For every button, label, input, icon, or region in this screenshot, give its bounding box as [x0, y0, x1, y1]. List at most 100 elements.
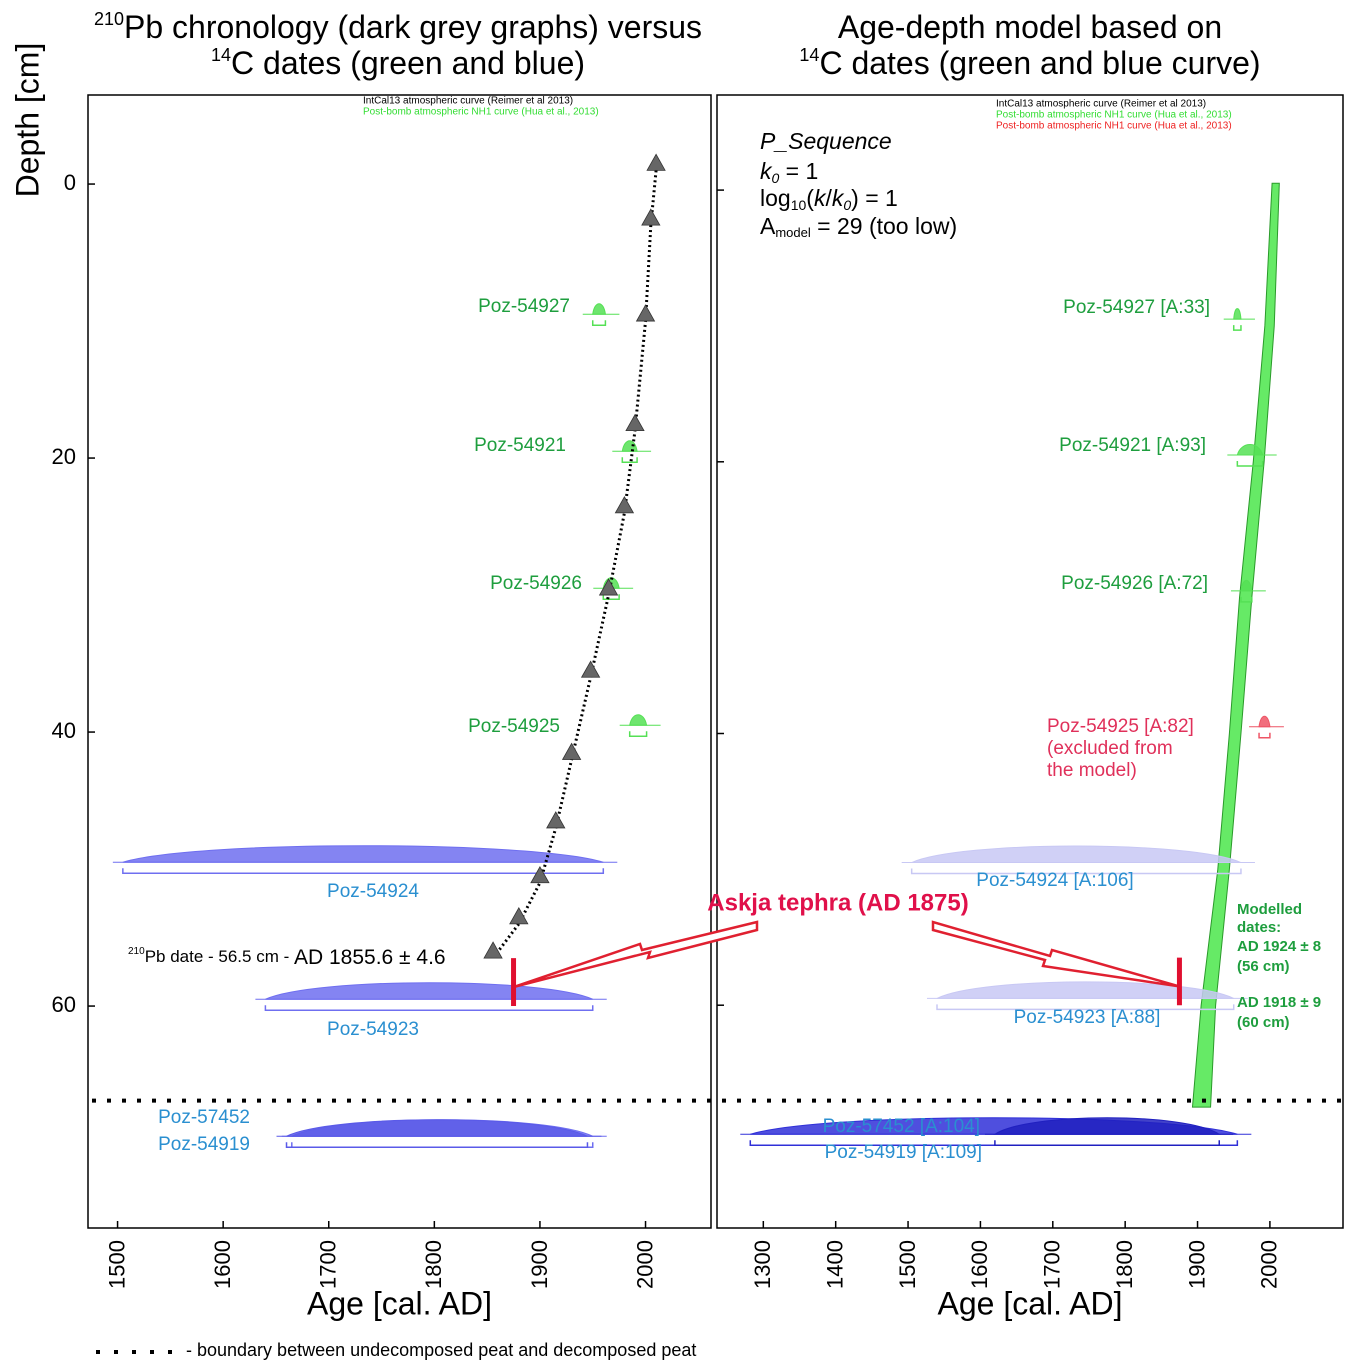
sample-range-bracket	[591, 320, 607, 326]
x-tick-label: 1700	[316, 1240, 341, 1289]
sample-range-bracket	[936, 1004, 1235, 1011]
x-tick-label: 1300	[750, 1240, 775, 1289]
left-frame	[87, 94, 712, 1229]
pb210-curve	[491, 170, 658, 960]
pb-label: 210Pb date - 56.5 cm - AD 1855.6 ± 4.6	[128, 946, 446, 969]
pb210-date	[509, 907, 529, 925]
footnote: - boundary between undecomposed peat and…	[186, 1340, 696, 1360]
pb210-date	[635, 304, 656, 322]
title-text: Age-depth model based on	[838, 9, 1222, 45]
sample-range-bracket	[994, 1140, 1220, 1147]
sample-label: Poz-57452 [A:104]	[823, 1116, 980, 1137]
model-line: P_Sequence	[760, 128, 892, 154]
curve-note: IntCal13 atmospheric curve (Reimer et al…	[996, 99, 1206, 110]
pb210-date	[646, 153, 666, 171]
sample-label: Poz-54925 [A:82]	[1047, 716, 1194, 737]
modelled-date: dates:	[1237, 919, 1281, 936]
title-sup: 14	[799, 45, 819, 65]
sample-distribution	[911, 845, 1242, 864]
x-axis-label: Age [cal. AD]	[938, 1285, 1123, 1321]
pb210-date	[598, 578, 619, 596]
curve-note: IntCal13 atmospheric curve (Reimer et al…	[363, 96, 573, 107]
arrow	[931, 920, 1180, 988]
sample-label: Poz-54919 [A:109]	[825, 1142, 982, 1163]
curve-note: Post-bomb atmospheric NH1 curve (Hua et …	[996, 110, 1232, 121]
x-tick-label: 1900	[1184, 1240, 1209, 1289]
sample-label: Poz-57452	[158, 1107, 250, 1128]
x-tick-label: 2000	[1257, 1240, 1282, 1289]
y-axis-label: Depth [cm]	[9, 43, 45, 198]
sample-range-bracket	[1236, 461, 1264, 467]
tephra-label: Askja tephra (AD 1875)	[707, 889, 968, 916]
curve-note: Post-bomb atmospheric NH1 curve (Hua et …	[996, 121, 1232, 132]
modelled-date: (60 cm)	[1237, 1014, 1290, 1031]
sample-distribution	[265, 982, 593, 1000]
pb210-date	[530, 865, 550, 884]
sample-distribution	[621, 440, 638, 452]
pb210-date	[641, 208, 661, 226]
pb210-date	[561, 742, 582, 760]
model-envelope	[1191, 182, 1280, 1108]
sample-label: Poz-54927 [A:33]	[1063, 297, 1210, 318]
chart-title: 14C dates (green and blue)	[211, 45, 585, 82]
sample-label: Poz-54924	[327, 881, 419, 902]
x-tick-label: 1700	[1040, 1240, 1065, 1289]
sample-range-bracket	[264, 1005, 594, 1011]
sample-note: (excluded from	[1047, 738, 1173, 759]
sample-range-bracket	[285, 1142, 589, 1148]
x-tick-label: 1500	[895, 1240, 920, 1289]
title-sup: 210	[94, 9, 124, 29]
modelled-date: (56 cm)	[1237, 958, 1290, 975]
sample-label: Poz-54919	[158, 1134, 250, 1155]
x-tick-label: 1500	[104, 1240, 129, 1289]
sample-label: Poz-54921	[474, 435, 566, 456]
pb210-date	[625, 413, 645, 432]
sample-label: Poz-54925	[468, 716, 560, 737]
sample-range-bracket	[1232, 325, 1242, 331]
sample-range-bracket	[1258, 732, 1271, 739]
sample-distribution	[1233, 308, 1242, 320]
model-line: k0 = 1	[760, 158, 818, 186]
title-text: C dates (green and blue curve)	[819, 45, 1260, 81]
sample-distribution	[993, 1117, 1221, 1135]
model-line: log10(k/k0) = 1	[760, 185, 898, 213]
chart-title: Age-depth model based on	[838, 9, 1222, 45]
sample-range-bracket	[910, 868, 1242, 875]
sample-label: Poz-54924 [A:106]	[976, 870, 1133, 891]
pb210-date	[580, 660, 601, 678]
sample-label: Poz-54923 [A:88]	[1014, 1007, 1161, 1028]
sample-distribution	[122, 845, 604, 863]
model-line: Amodel = 29 (too low)	[760, 213, 957, 240]
arrow	[513, 920, 759, 989]
y-tick-label: 20	[52, 444, 76, 469]
sample-distribution	[1240, 579, 1253, 592]
y-tick-label: 0	[64, 170, 76, 195]
modelled-date: AD 1924 ± 8	[1237, 938, 1321, 955]
x-tick-label: 1900	[527, 1240, 552, 1289]
pb210-date	[614, 496, 635, 514]
sample-label: Poz-54926 [A:72]	[1061, 573, 1208, 594]
sample-range-bracket	[621, 457, 638, 463]
pb210-date	[483, 941, 503, 959]
curve-note: Post-bomb atmospheric NH1 curve (Hua et …	[363, 107, 599, 118]
sample-label: Poz-54923	[327, 1019, 419, 1040]
x-tick-label: 1400	[822, 1240, 847, 1289]
chart-title: 14C dates (green and blue curve)	[799, 45, 1260, 82]
sample-distribution	[1236, 444, 1264, 456]
sample-range-bracket	[602, 594, 620, 600]
x-tick-label: 1800	[1112, 1240, 1137, 1289]
sample-distribution	[286, 1119, 588, 1137]
modelled-date: Modelled	[1237, 901, 1302, 918]
x-tick-label: 1800	[421, 1240, 446, 1289]
chart-title: 210Pb chronology (dark grey graphs) vers…	[94, 9, 702, 46]
sample-label: Poz-54921 [A:93]	[1059, 435, 1206, 456]
sample-distribution	[936, 981, 1234, 999]
pb210-date	[546, 811, 566, 829]
x-tick-label: 2000	[632, 1240, 657, 1289]
y-tick-label: 40	[52, 718, 76, 743]
y-tick-label: 60	[52, 992, 76, 1017]
model-text: P_Sequence k0 = 1 log10(k/k0) = 1 Amodel…	[760, 128, 957, 240]
sample-distribution	[1258, 715, 1271, 728]
sample-range-bracket	[122, 868, 605, 874]
x-tick-label: 1600	[210, 1240, 235, 1289]
